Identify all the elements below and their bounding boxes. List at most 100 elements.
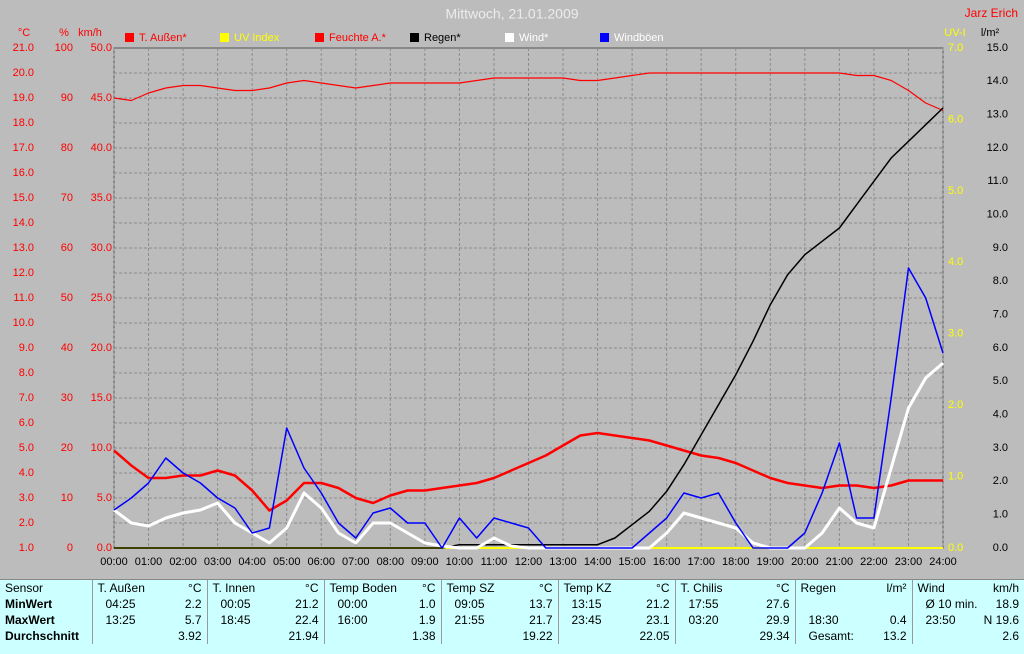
cell: 16:00 1.9 xyxy=(323,612,441,628)
cell: 00:05 21.2 xyxy=(206,596,324,612)
y-tick-label: 4.0 xyxy=(948,256,963,268)
y-tick-label: 40.0 xyxy=(91,142,112,154)
column-name: Wind xyxy=(917,581,945,595)
x-tick-label: 04:00 xyxy=(238,556,266,568)
cell-value: 22.05 xyxy=(639,629,670,643)
y-tick-label: 15.0 xyxy=(91,392,112,404)
column-name: Temp KZ xyxy=(563,581,612,595)
cell: 23:45 23.1 xyxy=(557,612,675,628)
header-cell: Sensor xyxy=(5,581,44,595)
cell: 03:20 29.9 xyxy=(674,612,795,628)
column-unit: °C xyxy=(188,581,202,595)
cell: 09:05 13.7 xyxy=(440,596,558,612)
cell-value: 1.38 xyxy=(412,629,436,643)
column-unit: °C xyxy=(422,581,436,595)
row: MinWert 04:25 2.2 00:05 21.2 00:00 1.0 09:05 13.… xyxy=(0,596,1024,612)
cell-value: 3.92 xyxy=(178,629,202,643)
y-tick-label: 25.0 xyxy=(91,292,112,304)
x-tick-label: 00:00 xyxy=(100,556,128,568)
cell-content: 13:25 5.7 xyxy=(98,613,202,627)
y-tick-label: 80 xyxy=(61,142,73,154)
chart-title: Mittwoch, 21.01.2009 xyxy=(445,6,578,22)
cell: 2.6 xyxy=(911,628,1024,644)
cell-time: 13:25 xyxy=(105,613,136,627)
y-tick-label: 50 xyxy=(61,292,73,304)
grid xyxy=(113,48,944,548)
row-label: MaxWert xyxy=(5,613,55,627)
column-unit: °C xyxy=(305,581,319,595)
axis-label: km/h xyxy=(78,27,102,39)
y-tick-label: 19.0 xyxy=(13,92,34,104)
cell-content: 2.6 xyxy=(918,629,1019,643)
axis-label: l/m² xyxy=(981,27,1000,39)
y-tick-label: 1.0 xyxy=(19,542,34,554)
cell-time: 09:05 xyxy=(454,597,485,611)
cell-value: 18.9 xyxy=(995,597,1019,611)
cell: Temp SZ °C xyxy=(447,581,553,595)
cell-time: 23:45 xyxy=(571,613,602,627)
legend-label: UV Index xyxy=(234,32,280,44)
row-label: MinWert xyxy=(5,597,53,611)
cell-content: 18:45 22.4 xyxy=(213,613,319,627)
series-line xyxy=(113,72,944,112)
x-tick-label: 10:00 xyxy=(446,556,474,568)
y-tick-label: 4.0 xyxy=(993,409,1008,421)
y-tick-label: 5.0 xyxy=(993,375,1008,387)
stats-table: Sensor T. Außen °C T. Innen °C Temp Boden °C Te… xyxy=(0,579,1024,654)
cell-time xyxy=(447,629,455,643)
y-tick-label: 40 xyxy=(61,342,73,354)
y-tick-label: 11.0 xyxy=(987,175,1008,187)
y-tick-label: 5.0 xyxy=(19,442,34,454)
series-line xyxy=(113,431,943,512)
cell: Wind km/h xyxy=(918,581,1020,595)
y-tick-label: 3.0 xyxy=(948,328,963,340)
x-tick-label: 23:00 xyxy=(895,556,923,568)
cell-content: 09:05 13.7 xyxy=(447,597,553,611)
y-tick-label: 5.0 xyxy=(97,492,112,504)
y-tick-label: 18.0 xyxy=(13,117,34,129)
row: Durchschnitt 3.92 21.94 1.38 19.22 22.05 29.34… xyxy=(0,628,1024,644)
y-tick-label: 45.0 xyxy=(91,92,112,104)
column-unit: °C xyxy=(539,581,553,595)
cell: 17:55 27.6 xyxy=(674,596,795,612)
y-tick-label: 6.0 xyxy=(948,113,963,125)
y-tick-label: 7.0 xyxy=(19,392,34,404)
y-tick-label: 60 xyxy=(61,242,73,254)
cell-time: 18:30 xyxy=(808,613,839,627)
column-unit: °C xyxy=(656,581,670,595)
header-cell: Temp Boden °C xyxy=(323,580,441,596)
y-tick-label: 14.0 xyxy=(987,75,1008,87)
legend-swatch xyxy=(125,33,134,42)
x-tick-label: 09:00 xyxy=(411,556,439,568)
cell-content: 23:45 23.1 xyxy=(564,613,670,627)
legend-swatch xyxy=(600,33,609,42)
cell-value: 21.94 xyxy=(288,629,319,643)
cell-value: 29.34 xyxy=(759,629,790,643)
legend-swatch xyxy=(315,33,324,42)
y-tick-label: 20.0 xyxy=(13,67,34,79)
cell-value: 1.0 xyxy=(418,597,436,611)
y-tick-label: 4.0 xyxy=(19,467,34,479)
y-tick-label: 15.0 xyxy=(987,42,1008,54)
cell-value: 1.9 xyxy=(418,613,436,627)
cell-time: 21:55 xyxy=(454,613,485,627)
y-tick-label: 17.0 xyxy=(13,142,34,154)
author: Jarz Erich xyxy=(965,6,1018,20)
x-tick-label: 21:00 xyxy=(826,556,854,568)
legend-swatch xyxy=(410,33,419,42)
y-tick-label: 70 xyxy=(61,192,73,204)
y-tick-label: 6.0 xyxy=(993,342,1008,354)
cell: Gesamt: 13.2 xyxy=(794,628,912,644)
y-tick-label: 2.0 xyxy=(19,517,34,529)
cell-time: 13:15 xyxy=(571,597,602,611)
x-tick-label: 03:00 xyxy=(204,556,232,568)
y-tick-label: 8.0 xyxy=(19,367,34,379)
y-tick-label: 10 xyxy=(61,492,73,504)
cell-content: 04:25 2.2 xyxy=(98,597,202,611)
cell-content: 16:00 1.9 xyxy=(330,613,436,627)
x-tick-label: 15:00 xyxy=(618,556,646,568)
cell: Temp Boden °C xyxy=(330,581,436,595)
y-tick-label: 10.0 xyxy=(13,317,34,329)
axis-label: % xyxy=(59,27,69,39)
